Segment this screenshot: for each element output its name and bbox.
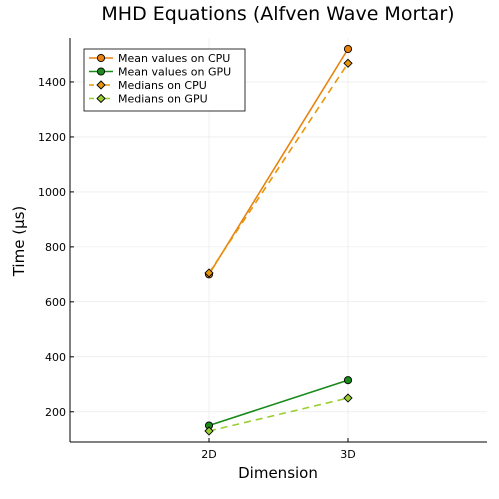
legend-item: Medians on GPU [89, 93, 208, 106]
legend-box [83, 48, 246, 112]
x-tick-label: 2D [201, 448, 216, 461]
data-point [343, 58, 353, 68]
data-point [343, 393, 353, 403]
x-ticks: 2D 3D [201, 438, 356, 461]
x-tick-label: 3D [340, 448, 355, 461]
x-axis-label: Dimension [238, 464, 318, 482]
chart-title: MHD Equations (Alfven Wave Mortar) [101, 3, 454, 25]
y-ticks: 200 400 600 800 1000 1200 1400 [38, 76, 74, 419]
series-line [208, 379, 349, 427]
y-tick-label: 1200 [38, 131, 66, 144]
y-tick-label: 600 [45, 296, 66, 309]
y-tick-label: 400 [45, 351, 66, 364]
series-2 [204, 376, 353, 430]
y-tick-label: 1000 [38, 186, 66, 199]
legend-label: Mean values on CPU [118, 52, 230, 65]
y-tick-label: 1400 [38, 76, 66, 89]
series-line [208, 62, 349, 274]
legend-label: Medians on GPU [118, 93, 208, 106]
legend-item: Mean values on CPU [89, 52, 230, 65]
series-3 [204, 58, 353, 278]
data-point [343, 44, 353, 54]
axes [69, 38, 487, 443]
series-4 [204, 393, 353, 436]
legend-swatch-marker [96, 80, 106, 90]
data-point [204, 426, 214, 436]
y-tick-label: 200 [45, 406, 66, 419]
legend-swatch-marker [96, 67, 106, 76]
legend-swatch-marker [96, 93, 106, 104]
data-point [204, 268, 214, 278]
legend-item: Mean values on GPU [89, 66, 231, 79]
legend-item: Medians on CPU [89, 79, 207, 92]
legend-label: Medians on CPU [118, 79, 207, 92]
y-tick-label: 800 [45, 241, 66, 254]
data-point [343, 376, 353, 385]
series-layer [204, 44, 353, 436]
legend-swatch-marker [96, 53, 106, 63]
y-axis-label: Time (µs) [10, 206, 28, 278]
legend-label: Mean values on GPU [118, 66, 231, 79]
